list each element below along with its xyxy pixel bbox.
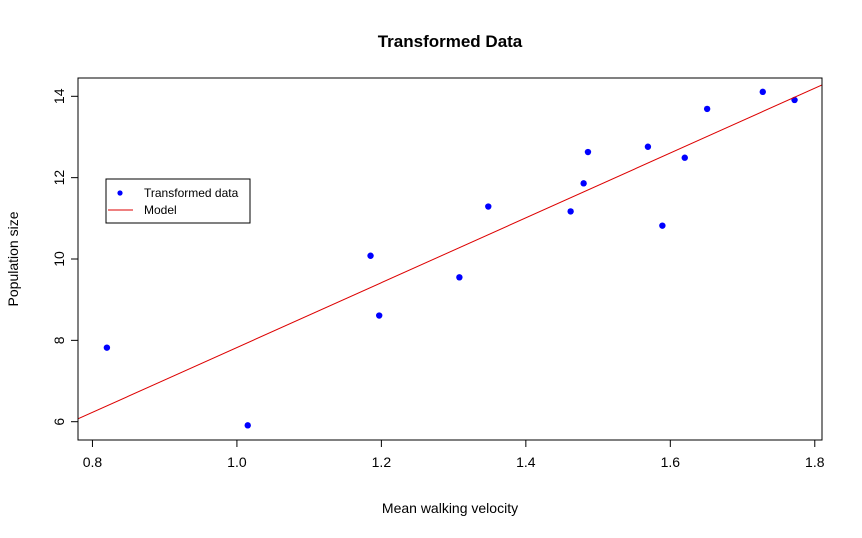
x-tick-label: 0.8: [83, 454, 103, 470]
y-tick-label: 6: [51, 418, 67, 426]
data-point: [644, 143, 652, 150]
x-axis: 0.8 1.0 1.2 1.4 1.6 1.8: [83, 440, 825, 470]
data-point: [584, 148, 592, 156]
plot-frame: [77, 77, 823, 441]
data-point: [244, 422, 251, 429]
legend-label-transformed-data: Transformed data: [144, 186, 239, 200]
x-tick-label: 1.2: [372, 454, 392, 470]
y-tick-label: 12: [51, 170, 67, 186]
x-tick-label: 1.4: [516, 454, 536, 470]
data-point: [580, 180, 587, 187]
x-tick-label: 1.6: [661, 454, 681, 470]
legend-label-model: Model: [144, 203, 177, 217]
data-point: [703, 105, 711, 113]
legend: Transformed data Model: [105, 178, 251, 224]
y-axis: 6 8 10 12 14: [51, 88, 78, 426]
data-point: [485, 203, 492, 210]
y-tick-label: 10: [51, 251, 67, 267]
data-point: [456, 274, 463, 281]
plot-area: [78, 84, 822, 429]
legend-point-symbol: [117, 190, 123, 196]
x-axis-label: Mean walking velocity: [382, 500, 518, 516]
data-point: [367, 252, 374, 259]
chart-title: Transformed Data: [378, 32, 523, 51]
legend-box: [105, 178, 251, 224]
data-point: [681, 154, 688, 161]
y-axis-label: Population size: [5, 211, 21, 306]
data-point: [376, 312, 383, 319]
x-tick-label: 1.0: [227, 454, 247, 470]
data-point: [567, 208, 574, 215]
x-tick-label: 1.8: [805, 454, 825, 470]
model-line: [78, 84, 822, 420]
data-point: [759, 88, 766, 96]
data-point: [103, 344, 111, 351]
data-point: [659, 222, 666, 229]
y-tick-label: 14: [51, 88, 67, 104]
y-tick-label: 8: [51, 336, 67, 344]
